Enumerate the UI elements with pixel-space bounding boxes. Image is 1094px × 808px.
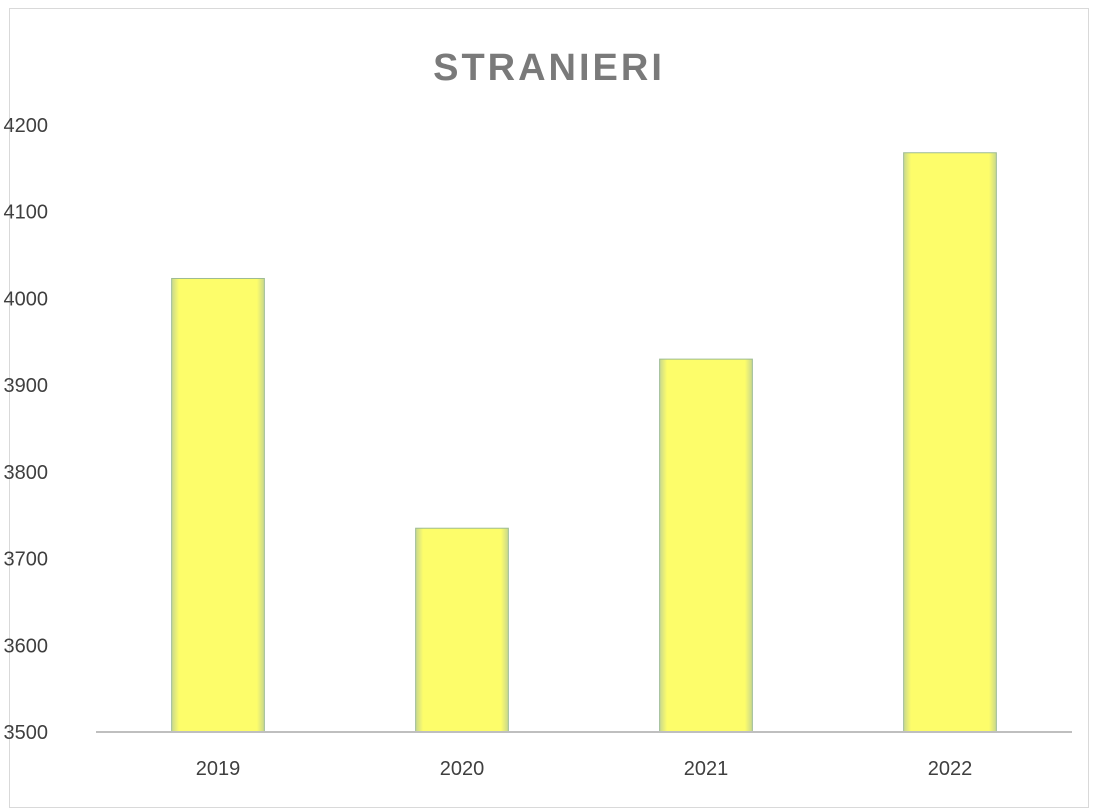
x-tick-label: 2021 [684,758,729,780]
y-tick-label: 3600 [4,635,49,657]
bar-2021 [659,358,753,733]
x-tick-label: 2019 [196,758,241,780]
bar-2019 [171,277,265,733]
bar-chart: STRANIERI 3500 3600 3700 3800 3900 4000 4100 42… [4,47,1072,780]
bar-2020 [415,527,509,733]
y-tick-label: 3700 [4,549,49,571]
bar-2022 [903,152,997,733]
y-tick-label: 3800 [4,462,49,484]
x-axis: 2019 2020 2021 2022 [196,758,973,780]
x-tick-label: 2020 [440,758,485,780]
y-axis: 3500 3600 3700 3800 3900 4000 4100 4200 [4,115,49,744]
bars [171,152,997,733]
chart-title: STRANIERI [433,47,665,89]
x-tick-label: 2022 [928,758,973,780]
y-tick-label: 4000 [4,288,49,310]
y-tick-label: 3500 [4,722,49,744]
y-tick-label: 4200 [4,115,49,137]
y-tick-label: 3900 [4,375,49,397]
y-tick-label: 4100 [4,202,49,224]
